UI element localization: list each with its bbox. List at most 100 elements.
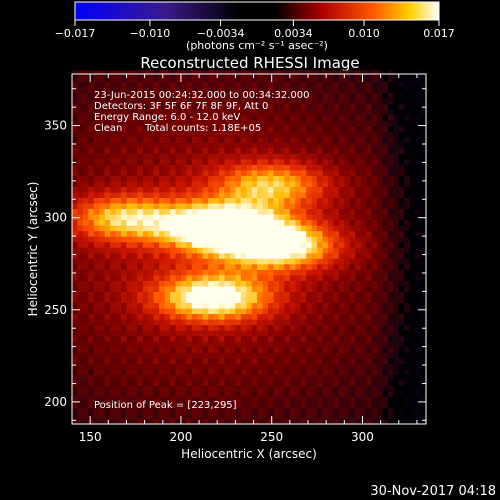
heatmap-cell <box>82 197 89 204</box>
heatmap-cell <box>104 330 111 337</box>
heatmap-cell <box>393 153 400 160</box>
heatmap-cell <box>131 247 138 254</box>
heatmap-cell <box>110 70 117 77</box>
heatmap-cell <box>202 247 209 254</box>
heatmap-cell <box>251 390 258 397</box>
heatmap-cell <box>126 230 133 237</box>
heatmap-cell <box>186 230 193 237</box>
heatmap-cell <box>72 236 79 243</box>
heatmap-cell <box>404 418 411 425</box>
heatmap-cell <box>257 175 264 182</box>
heatmap-cell <box>273 396 280 403</box>
heatmap-cell <box>246 379 253 386</box>
heatmap-cell <box>180 225 187 232</box>
heatmap-cell <box>415 241 422 248</box>
heatmap-cell <box>387 407 394 414</box>
heatmap-cell <box>311 114 318 121</box>
heatmap-cell <box>327 241 335 248</box>
heatmap-cell <box>295 374 302 381</box>
heatmap-cell <box>82 180 89 187</box>
heatmap-cell <box>409 92 416 99</box>
heatmap-cell <box>246 153 253 160</box>
heatmap-cell <box>191 385 198 392</box>
heatmap-cell <box>398 136 405 143</box>
heatmap-cell <box>229 186 236 193</box>
heatmap-cell <box>115 401 122 409</box>
heatmap-cell <box>104 197 111 204</box>
heatmap-cell <box>251 418 258 425</box>
heatmap-cell <box>88 346 95 353</box>
heatmap-cell <box>366 97 373 105</box>
heatmap-cell <box>131 131 138 138</box>
heatmap-cell <box>295 180 302 187</box>
heatmap-cell <box>311 97 318 105</box>
heatmap-cell <box>175 186 182 193</box>
heatmap-cell <box>349 225 356 232</box>
heatmap-cell <box>137 236 144 243</box>
heatmap-cell <box>131 330 138 337</box>
heatmap-cell <box>257 86 264 94</box>
heatmap-cell <box>344 363 351 370</box>
heatmap-cell <box>164 319 171 326</box>
heatmap-cell <box>142 401 149 409</box>
heatmap-cell <box>77 70 84 77</box>
heatmap-cell <box>82 385 89 392</box>
heatmap-cell <box>262 241 269 248</box>
heatmap-cell <box>251 147 258 154</box>
heatmap-cell <box>99 164 106 171</box>
heatmap-cell <box>110 75 117 82</box>
heatmap-cell <box>376 313 384 320</box>
heatmap-cell <box>224 241 231 248</box>
heatmap-cell <box>93 269 100 276</box>
heatmap-cell <box>126 396 133 403</box>
heatmap-cell <box>371 70 378 77</box>
heatmap-cell <box>148 374 155 381</box>
heatmap-cell <box>251 86 258 94</box>
heatmap-cell <box>311 142 318 149</box>
heatmap-cell <box>257 263 264 270</box>
annotation-detectors: Detectors: 3F 5F 6F 7F 8F 9F, Att 0 <box>94 101 268 112</box>
heatmap-cell <box>257 147 264 154</box>
heatmap-cell <box>191 412 198 420</box>
heatmap-cell <box>93 319 100 326</box>
heatmap-cell <box>398 374 405 381</box>
heatmap-cell <box>273 285 280 292</box>
heatmap-cell <box>88 379 95 386</box>
heatmap-cell <box>77 142 84 149</box>
heatmap-cell <box>164 158 171 165</box>
heatmap-cell <box>376 269 384 276</box>
heatmap-cell <box>137 302 144 309</box>
heatmap-cell <box>382 158 389 165</box>
heatmap-cell <box>131 92 138 99</box>
heatmap-cell <box>142 164 149 171</box>
heatmap-cell <box>338 109 345 116</box>
heatmap-cell <box>333 285 340 292</box>
heatmap-cell <box>175 219 182 226</box>
heatmap-cell <box>420 274 427 281</box>
heatmap-cell <box>278 291 285 298</box>
heatmap-cell <box>246 169 253 176</box>
heatmap-cell <box>175 280 182 287</box>
heatmap-cell <box>82 109 89 116</box>
heatmap-cell <box>186 252 193 259</box>
heatmap-cell <box>246 263 253 270</box>
heatmap-cell <box>349 114 356 121</box>
heatmap-cell <box>126 263 133 270</box>
heatmap-cell <box>360 164 367 171</box>
heatmap-cell <box>208 269 215 276</box>
heatmap-cell <box>382 136 389 143</box>
heatmap-cell <box>268 324 275 331</box>
heatmap-cell <box>99 197 106 204</box>
heatmap-cell <box>137 363 144 370</box>
heatmap-cell <box>268 357 275 364</box>
heatmap-cell <box>235 296 242 304</box>
heatmap-cell <box>213 81 220 88</box>
heatmap-cell <box>219 114 226 121</box>
heatmap-cell <box>415 70 422 77</box>
heatmap-cell <box>268 97 275 105</box>
heatmap-cell <box>208 103 215 110</box>
heatmap-cell <box>126 114 133 121</box>
heatmap-cell <box>121 136 128 143</box>
heatmap-cell <box>142 374 149 381</box>
